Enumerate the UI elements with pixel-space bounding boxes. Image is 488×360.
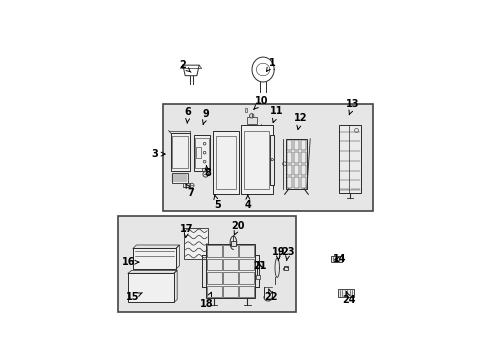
- Bar: [170, 133, 189, 171]
- Bar: [195, 138, 209, 168]
- Bar: [246, 117, 256, 124]
- Text: 19: 19: [271, 247, 285, 260]
- Bar: [223, 272, 237, 284]
- Text: 9: 9: [202, 109, 209, 125]
- Bar: [285, 139, 306, 189]
- Bar: [171, 173, 187, 183]
- Text: 17: 17: [180, 224, 193, 238]
- Bar: [193, 135, 210, 171]
- Bar: [293, 165, 299, 175]
- Bar: [239, 258, 253, 270]
- Bar: [239, 245, 253, 257]
- Text: 16: 16: [122, 257, 139, 267]
- Bar: [240, 125, 272, 194]
- Bar: [293, 177, 299, 188]
- Text: 1: 1: [266, 58, 276, 71]
- Text: 8: 8: [204, 166, 211, 179]
- Text: 18: 18: [199, 292, 213, 309]
- Bar: [300, 177, 305, 188]
- Bar: [207, 245, 221, 257]
- Bar: [223, 258, 237, 270]
- Bar: [244, 131, 269, 189]
- Bar: [284, 266, 288, 270]
- Bar: [223, 285, 237, 297]
- Text: 5: 5: [213, 195, 220, 210]
- Bar: [293, 140, 299, 150]
- Text: 24: 24: [342, 292, 355, 305]
- Bar: [128, 273, 173, 302]
- Text: 22: 22: [264, 289, 278, 302]
- Bar: [330, 256, 342, 262]
- Text: 14: 14: [332, 255, 346, 264]
- Bar: [338, 125, 360, 193]
- Bar: [286, 177, 292, 188]
- Bar: [117, 216, 296, 312]
- Text: 11: 11: [270, 106, 283, 122]
- Bar: [269, 135, 274, 185]
- Bar: [183, 228, 208, 260]
- Text: 13: 13: [346, 99, 359, 115]
- Bar: [230, 240, 236, 246]
- Bar: [196, 147, 201, 158]
- Bar: [286, 152, 292, 163]
- Text: 2: 2: [179, 60, 191, 72]
- Bar: [215, 136, 236, 189]
- Text: 15: 15: [126, 292, 142, 302]
- Bar: [255, 275, 260, 279]
- Text: 21: 21: [253, 261, 266, 271]
- Bar: [213, 131, 238, 194]
- Bar: [300, 152, 305, 163]
- Bar: [300, 165, 305, 175]
- Bar: [239, 272, 253, 284]
- Text: 7: 7: [185, 184, 194, 198]
- Bar: [338, 289, 354, 297]
- Bar: [202, 168, 208, 171]
- Bar: [207, 272, 221, 284]
- Bar: [239, 285, 253, 297]
- Bar: [133, 248, 176, 269]
- Text: 12: 12: [293, 113, 306, 130]
- Text: 6: 6: [184, 108, 191, 123]
- Bar: [293, 152, 299, 163]
- Text: 20: 20: [231, 221, 244, 235]
- Bar: [286, 165, 292, 175]
- Text: 3: 3: [151, 149, 164, 159]
- Bar: [207, 285, 221, 297]
- Bar: [206, 244, 254, 298]
- Bar: [163, 104, 372, 211]
- Bar: [286, 140, 292, 150]
- Bar: [223, 245, 237, 257]
- Text: 10: 10: [253, 96, 268, 109]
- Bar: [207, 258, 221, 270]
- Bar: [172, 136, 188, 168]
- Bar: [300, 140, 305, 150]
- Text: 23: 23: [281, 247, 294, 260]
- Circle shape: [249, 114, 253, 118]
- Bar: [183, 183, 189, 187]
- Text: 4: 4: [244, 195, 251, 210]
- Bar: [244, 108, 246, 112]
